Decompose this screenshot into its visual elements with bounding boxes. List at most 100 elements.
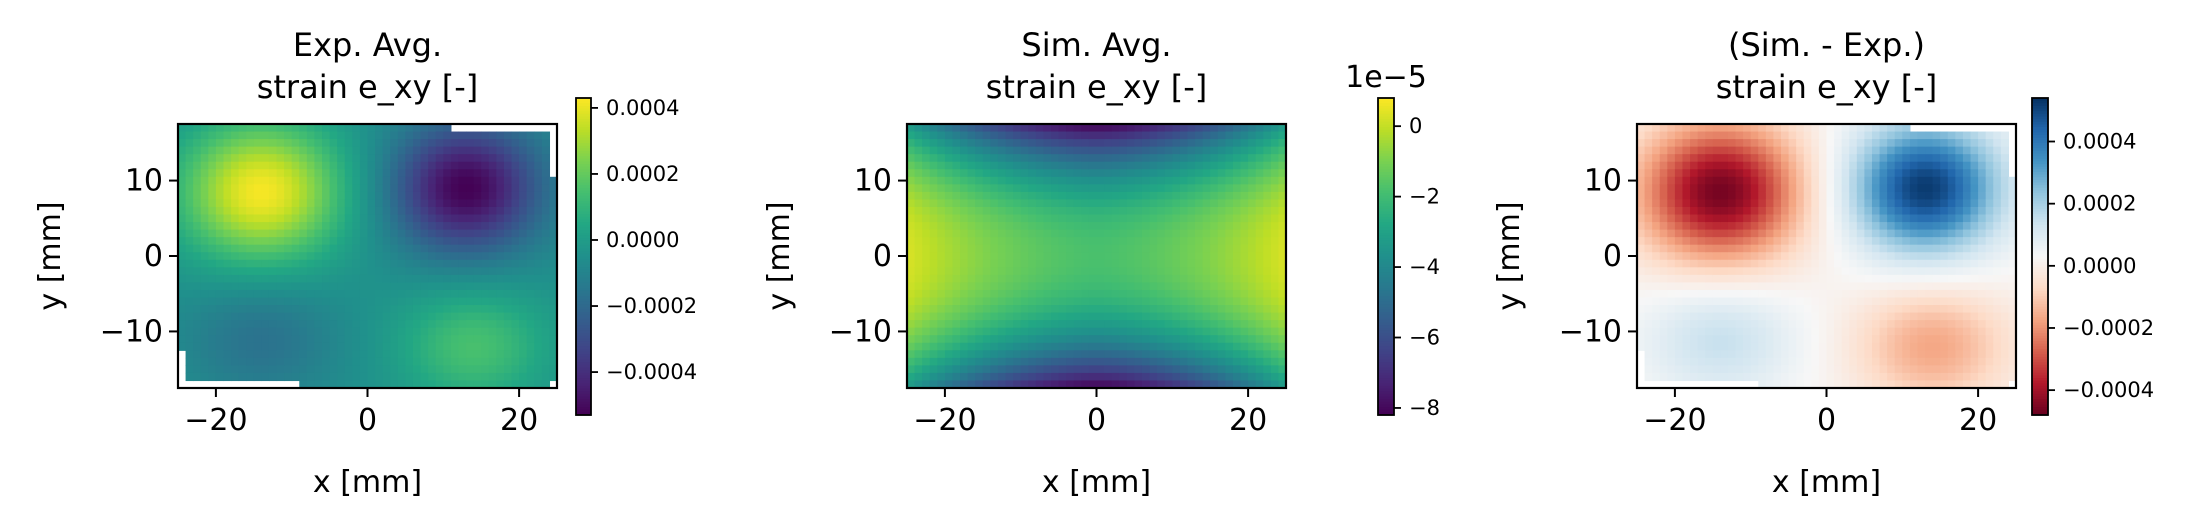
heatmap-cell (276, 222, 285, 231)
heatmap-cell (1796, 237, 1805, 246)
heatmap-cell (185, 237, 194, 246)
heatmap-cell (1705, 214, 1714, 223)
heatmap-cell (975, 154, 984, 163)
heatmap-cell (1879, 176, 1888, 185)
heatmap-cell (291, 365, 300, 374)
heatmap-cell (1187, 357, 1196, 366)
heatmap-cell (526, 259, 535, 268)
heatmap-cell (967, 372, 976, 382)
heatmap-cell (1195, 297, 1204, 306)
heatmap-cell (1773, 176, 1782, 185)
heatmap-cell (907, 214, 916, 223)
heatmap-cell (352, 320, 361, 329)
heatmap-cell (1270, 357, 1280, 366)
heatmap-cell (990, 350, 999, 359)
heatmap-cell (215, 357, 225, 366)
heatmap-cell (1104, 222, 1113, 231)
heatmap-cell (284, 342, 293, 351)
heatmap-cell (1157, 305, 1166, 314)
heatmap-cell (1652, 342, 1661, 351)
heatmap-cell (1111, 305, 1120, 314)
heatmap-cell (178, 139, 187, 148)
heatmap-cell (914, 124, 923, 133)
heatmap-cell (1758, 154, 1767, 163)
heatmap-cell (1659, 335, 1668, 344)
heatmap-cell (215, 199, 225, 208)
heatmap-cell (1652, 222, 1661, 231)
heatmap-cell (1073, 184, 1082, 193)
heatmap-cell (1195, 222, 1204, 231)
heatmap-cell (1788, 320, 1797, 329)
colorbar-segment (1378, 248, 1394, 252)
heatmap-cell (526, 380, 535, 389)
heatmap-cell (1172, 327, 1181, 336)
heatmap-cell (382, 206, 391, 216)
heatmap-cell (1796, 365, 1805, 374)
heatmap-cell (1682, 350, 1691, 359)
heatmap-cell (284, 229, 293, 238)
heatmap-cell (1856, 267, 1865, 276)
heatmap-cell (238, 131, 247, 140)
heatmap-cell (412, 372, 422, 382)
heatmap-cell (178, 214, 187, 223)
heatmap-cell (1058, 267, 1067, 276)
heatmap-cell (291, 139, 300, 148)
heatmap-cell (1811, 154, 1820, 163)
heatmap-cell (375, 274, 384, 283)
heatmap-cell (1020, 169, 1029, 178)
heatmap-cell (914, 199, 923, 208)
heatmap-cell (1111, 327, 1120, 336)
heatmap-cell (231, 146, 240, 155)
heatmap-cell (1803, 139, 1812, 148)
heatmap-cell (1743, 222, 1752, 231)
heatmap-cell (367, 169, 376, 178)
heatmap-cell (397, 357, 406, 366)
heatmap-cell (1659, 289, 1668, 299)
heatmap-cell (929, 252, 938, 261)
heatmap-cell (185, 312, 194, 321)
heatmap-cell (944, 244, 954, 253)
heatmap-cell (1028, 320, 1037, 329)
colorbar-segment (576, 346, 591, 350)
heatmap-cell (375, 139, 384, 148)
heatmap-cell (1864, 169, 1873, 178)
heatmap-cell (1765, 380, 1775, 389)
heatmap-cell (922, 124, 931, 133)
heatmap-cell (299, 305, 308, 314)
heatmap-cell (1887, 365, 1896, 374)
heatmap-cell (1864, 365, 1873, 374)
heatmap-cell (238, 267, 247, 276)
heatmap-cell (1803, 357, 1812, 366)
heatmap-cell (1119, 206, 1128, 216)
heatmap-cell (299, 222, 308, 231)
heatmap-cell (1111, 365, 1120, 374)
heatmap-cell (1871, 372, 1881, 382)
heatmap-cell (1735, 350, 1744, 359)
heatmap-cell (306, 350, 316, 359)
heatmap-cell (253, 176, 262, 185)
heatmap-cell (1879, 124, 1888, 133)
heatmap-cell (1690, 184, 1699, 193)
heatmap-cell (473, 289, 482, 299)
heatmap-cell (1248, 244, 1257, 253)
heatmap-cell (344, 357, 353, 366)
heatmap-cell (1750, 297, 1759, 306)
heatmap-cell (337, 139, 346, 148)
heatmap-cell (473, 380, 482, 389)
heatmap-cell (1066, 282, 1075, 291)
heatmap-cell (1690, 199, 1699, 208)
heatmap-cell (246, 274, 255, 283)
heatmap-cell (1826, 289, 1835, 299)
heatmap-cell (1073, 124, 1082, 133)
heatmap-cell (1013, 214, 1022, 223)
heatmap-cell (1195, 169, 1204, 178)
heatmap-cell (982, 191, 991, 201)
heatmap-cell (1674, 237, 1684, 246)
heatmap-cell (907, 237, 916, 246)
heatmap-cell (466, 350, 475, 359)
heatmap-cell (473, 320, 482, 329)
heatmap-cell (1841, 320, 1850, 329)
heatmap-cell (922, 297, 931, 306)
heatmap-cell (1682, 244, 1691, 253)
heatmap-cell (907, 252, 916, 261)
